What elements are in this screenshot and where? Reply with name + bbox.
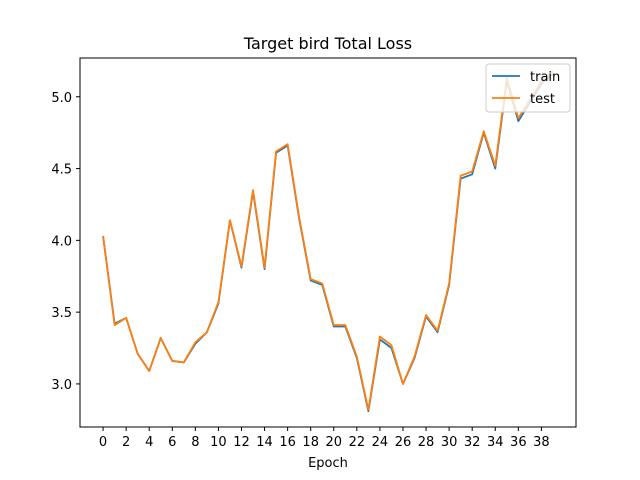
x-tick-label: 22 — [349, 435, 366, 450]
x-tick-label: 16 — [279, 435, 296, 450]
y-tick-label: 3.0 — [51, 378, 72, 393]
x-tick-label: 20 — [325, 435, 342, 450]
x-tick-label: 38 — [533, 435, 550, 450]
y-tick-label: 4.5 — [51, 163, 72, 178]
x-tick-label: 12 — [233, 435, 250, 450]
x-tick-label: 26 — [395, 435, 412, 450]
series-line-train — [102, 73, 554, 413]
x-tick-label: 0 — [99, 435, 107, 450]
x-tick-label: 30 — [441, 435, 458, 450]
series-line-test — [102, 70, 554, 411]
x-tick-label: 8 — [191, 435, 199, 450]
x-tick-label: 2 — [122, 435, 130, 450]
legend: train test — [485, 63, 571, 113]
x-tick-label: 14 — [256, 435, 273, 450]
y-tick-label: 4.0 — [51, 234, 72, 249]
chart-title: Target bird Total Loss — [243, 34, 412, 53]
legend-label-train: train — [530, 70, 560, 85]
x-tick-label: 18 — [302, 435, 319, 450]
x-tick-label: 32 — [464, 435, 481, 450]
y-tick-label: 3.5 — [51, 306, 72, 321]
legend-label-test: test — [530, 92, 555, 107]
x-axis-label: Epoch — [308, 456, 348, 471]
x-tick-label: 36 — [510, 435, 527, 450]
x-tick-label: 24 — [372, 435, 389, 450]
x-tick-label: 10 — [210, 435, 227, 450]
x-axis-ticks: 0 2 4 6 8 10 12 14 16 18 20 22 24 26 28 30 32 34 36 38 — [99, 427, 550, 450]
x-tick-label: 6 — [168, 435, 176, 450]
plot-lines — [102, 70, 554, 413]
x-tick-label: 4 — [145, 435, 153, 450]
x-tick-label: 34 — [487, 435, 504, 450]
x-tick-label: 28 — [418, 435, 435, 450]
plot-frame — [79, 57, 577, 428]
y-axis-ticks: 3.0 3.5 4.0 4.5 5.0 — [51, 91, 80, 393]
y-tick-label: 5.0 — [51, 91, 72, 106]
